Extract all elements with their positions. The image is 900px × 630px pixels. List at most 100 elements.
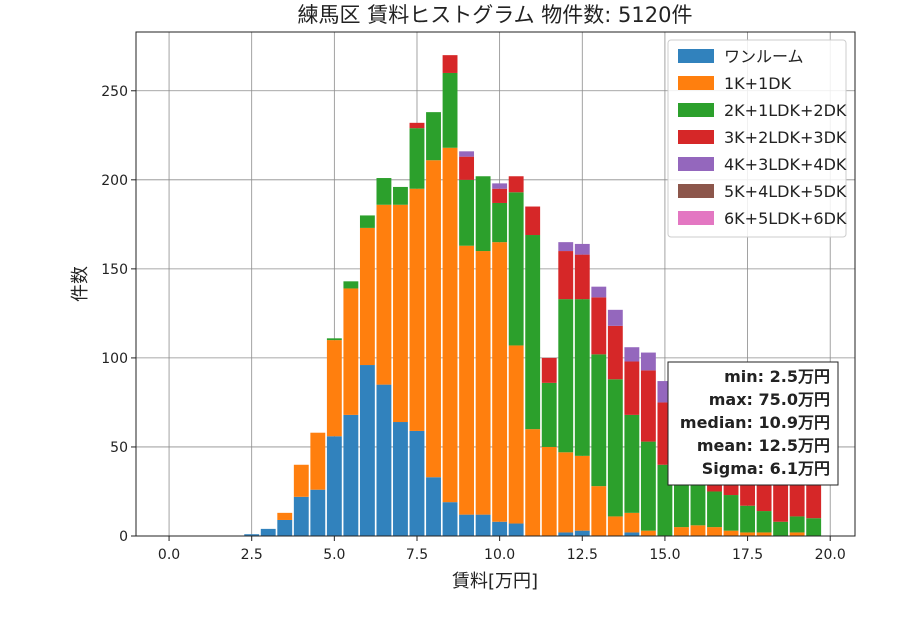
y-tick-label: 150 <box>101 262 128 278</box>
bar <box>409 122 425 129</box>
bar <box>690 480 706 526</box>
bar <box>492 183 508 189</box>
bar <box>607 325 623 380</box>
x-tick-label: 20.0 <box>815 547 846 563</box>
bar <box>607 379 623 517</box>
bar <box>591 354 607 487</box>
bar <box>640 441 656 531</box>
y-tick-label: 0 <box>119 529 128 545</box>
bar <box>525 206 541 236</box>
legend-label: 3K+2LDK+3DK <box>724 128 847 147</box>
stats-line: max: 75.0万円 <box>709 390 830 409</box>
bar <box>773 477 789 522</box>
bar <box>492 242 508 522</box>
legend: ワンルーム 1K+1DK 2K+1LDK+2DK 3K+2LDK+3DK 4K+3LDK… <box>667 39 847 238</box>
x-tick-label: 10.0 <box>484 547 515 563</box>
bar <box>393 186 408 205</box>
bar <box>376 204 392 385</box>
bar <box>475 514 491 536</box>
legend-label: 1K+1DK <box>724 74 792 93</box>
x-tick-label: 2.5 <box>241 547 263 563</box>
bar <box>607 516 623 536</box>
axes: 0.0 2.5 5.0 7.5 10.0 12.5 15.0 17.5 20.0 0 50 100 15… <box>101 31 856 563</box>
bar <box>674 473 689 528</box>
bar <box>359 215 375 228</box>
bar <box>640 530 656 536</box>
stats-line: median: 10.9万円 <box>680 413 830 432</box>
bar <box>508 345 524 524</box>
bar <box>426 160 441 478</box>
stats-line: Sigma: 6.1万円 <box>702 459 830 478</box>
bar <box>558 242 574 252</box>
bar <box>508 176 524 193</box>
bar <box>574 455 590 531</box>
bar <box>293 496 309 536</box>
bar <box>723 495 739 531</box>
bar <box>310 432 326 490</box>
x-tick-label: 7.5 <box>406 547 428 563</box>
bar <box>591 297 607 355</box>
bar <box>789 516 805 533</box>
legend-swatch <box>678 211 714 225</box>
y-tick-label: 250 <box>101 84 128 100</box>
bar <box>343 281 359 289</box>
bar <box>541 382 557 447</box>
bar <box>293 464 309 497</box>
bar <box>723 530 739 536</box>
bar <box>260 528 276 536</box>
bar <box>409 188 425 431</box>
bar <box>459 151 475 157</box>
bar <box>525 429 541 536</box>
legend-swatch <box>678 157 714 171</box>
bar <box>707 491 722 528</box>
bar <box>475 176 491 252</box>
bar <box>442 72 458 148</box>
legend-swatch <box>678 76 714 90</box>
legend-swatch <box>678 184 714 198</box>
x-tick-label: 17.5 <box>732 547 763 563</box>
bar <box>806 480 822 519</box>
y-tick-label: 50 <box>110 440 128 456</box>
bar <box>591 286 607 298</box>
bar <box>541 357 557 383</box>
bar <box>442 147 458 503</box>
bar <box>558 299 574 453</box>
stats-line: mean: 12.5万円 <box>697 436 830 455</box>
legend-label: ワンルーム <box>724 47 804 66</box>
plot-frame <box>135 31 856 537</box>
bar <box>442 55 458 73</box>
chart-title: 練馬区 賃料ヒストグラム 物件数: 5120件 <box>298 3 693 27</box>
bar <box>558 452 574 533</box>
bar <box>343 414 359 536</box>
bar <box>624 512 640 533</box>
bar <box>574 254 590 300</box>
bar <box>376 178 392 205</box>
bar <box>393 422 408 536</box>
bar <box>640 352 656 371</box>
legend-label: 6K+5LDK+6DK <box>724 209 847 228</box>
stats-line: min: 2.5万円 <box>724 367 830 386</box>
bar <box>326 338 342 341</box>
bar <box>508 523 524 536</box>
bar <box>359 365 375 536</box>
bar <box>558 251 574 300</box>
bar <box>624 532 640 536</box>
bar <box>541 446 557 536</box>
y-tick-label: 100 <box>101 351 128 367</box>
bar <box>574 243 590 255</box>
bar <box>640 370 656 442</box>
legend-swatch <box>678 103 714 117</box>
y-tick-label: 200 <box>101 173 128 189</box>
bar <box>508 192 524 346</box>
bar <box>426 477 441 536</box>
bar <box>690 525 706 536</box>
bar <box>393 204 408 423</box>
bar <box>376 384 392 536</box>
bar <box>326 340 342 437</box>
bar <box>525 235 541 430</box>
bar <box>558 532 574 536</box>
bar <box>409 128 425 189</box>
x-tick-label: 15.0 <box>649 547 680 563</box>
x-tick-label: 12.5 <box>567 547 598 563</box>
